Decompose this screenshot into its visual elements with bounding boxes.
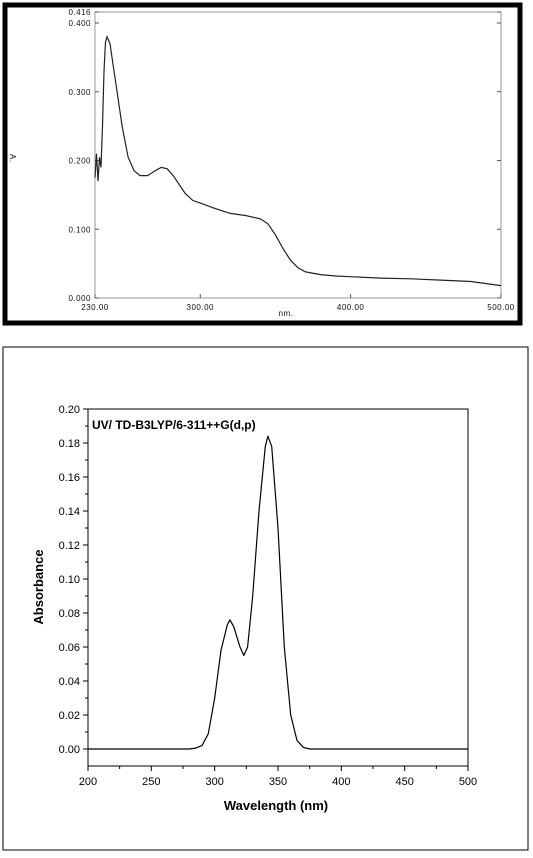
top-x-tick-label: 400.00 [337, 303, 365, 312]
bottom-x-tick-label: 200 [79, 776, 97, 788]
top-x-tick-label: 230.00 [81, 303, 109, 312]
bottom-series-group [88, 435, 468, 750]
bottom-y-tick-label: 0.00 [59, 744, 80, 756]
bottom-x-tick-label: 450 [395, 776, 413, 788]
bottom-y-tick-label: 0.04 [59, 676, 80, 688]
bottom-ticks-group: 200 250 300 350 400 450 500 0.00 0.02 0.04 0.06 0.0… [59, 404, 478, 788]
top-spectrum-chart: nm. A. 230.00 300.00 400.00 500.00 0.000 0.10… [2, 2, 523, 326]
top-y-tick-label: 0.100 [68, 225, 91, 234]
bottom-chart-frame [2, 346, 529, 851]
bottom-y-tick-label: 0.02 [59, 710, 80, 722]
bottom-absorbance-line [88, 435, 468, 750]
top-plot-area [94, 11, 502, 299]
top-y-tick-label: 0.300 [68, 88, 91, 97]
bottom-x-tick-label: 350 [269, 776, 287, 788]
bottom-y-tick-label: 0.08 [59, 608, 80, 620]
top-y-tick-label: 0.000 [68, 294, 91, 303]
bottom-y-tick-label: 0.18 [59, 438, 80, 450]
bottom-y-tick-label: 0.14 [59, 506, 80, 518]
top-chart-frame [2, 2, 523, 326]
bottom-y-tick-label: 0.20 [59, 404, 80, 416]
bottom-x-axis-label: Wavelength (nm) [224, 798, 328, 813]
top-absorbance-line [94, 35, 502, 287]
bottom-x-tick-label: 400 [332, 776, 350, 788]
bottom-x-tick-label: 250 [142, 776, 160, 788]
top-y-tick-label: 0.416 [68, 8, 91, 17]
bottom-y-tick-label: 0.10 [59, 574, 80, 586]
bottom-y-axis-label: Absorbance [31, 549, 46, 624]
bottom-y-tick-label: 0.12 [59, 540, 80, 552]
top-y-axis-label: A. [8, 154, 17, 163]
top-series-group [94, 35, 502, 287]
top-x-tick-label: 300.00 [187, 303, 215, 312]
top-y-tick-label: 0.400 [68, 19, 91, 28]
bottom-spectrum-panel: UV/ TD-B3LYP/6-311++G(d,p) Wavelength (n… [0, 345, 533, 853]
top-x-tick-label: 500.00 [487, 303, 515, 312]
top-y-tick-label: 0.200 [68, 157, 91, 166]
bottom-method-annotation: UV/ TD-B3LYP/6-311++G(d,p) [92, 418, 256, 432]
bottom-y-tick-label: 0.06 [59, 642, 80, 654]
top-spectrum-panel: nm. A. 230.00 300.00 400.00 500.00 0.000 0.10… [0, 0, 533, 330]
bottom-x-tick-label: 500 [459, 776, 477, 788]
bottom-y-tick-label: 0.16 [59, 472, 80, 484]
top-x-axis-label: nm. [279, 309, 294, 318]
bottom-x-tick-label: 300 [205, 776, 223, 788]
top-ticks-group: 230.00 300.00 400.00 500.00 0.000 0.100 0.200 0… [68, 8, 514, 312]
bottom-spectrum-chart: UV/ TD-B3LYP/6-311++G(d,p) Wavelength (n… [2, 346, 529, 851]
